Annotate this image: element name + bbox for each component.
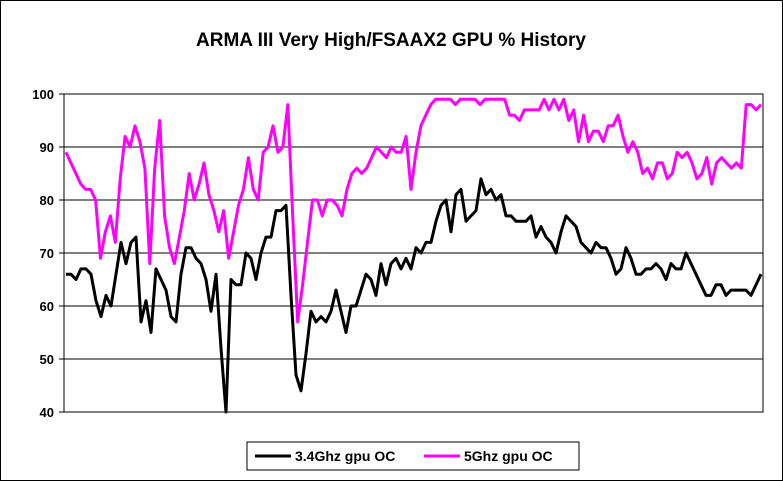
legend-label-series-2: 5Ghz gpu OC [464, 448, 553, 464]
y-tick-label: 50 [40, 352, 54, 367]
y-tick-label: 60 [40, 299, 54, 314]
y-tick-label: 80 [40, 193, 54, 208]
y-tick-label: 90 [40, 140, 54, 155]
legend-box [246, 441, 580, 471]
series-line-2 [64, 97, 763, 324]
y-axis-ticks: 40 50 60 70 80 90 100 [32, 87, 64, 420]
legend: 3.4Ghz gpu OC 5Ghz gpu OC [246, 441, 580, 471]
y-tick-label: 40 [40, 405, 54, 420]
chart-title: ARMA III Very High/FSAAX2 GPU % History [196, 30, 586, 51]
series-line-1 [66, 177, 763, 414]
y-tick-label: 100 [32, 87, 54, 102]
legend-label-series-1: 3.4Ghz gpu OC [295, 448, 395, 464]
series-lines [64, 97, 763, 414]
y-tick-label: 70 [40, 246, 54, 261]
